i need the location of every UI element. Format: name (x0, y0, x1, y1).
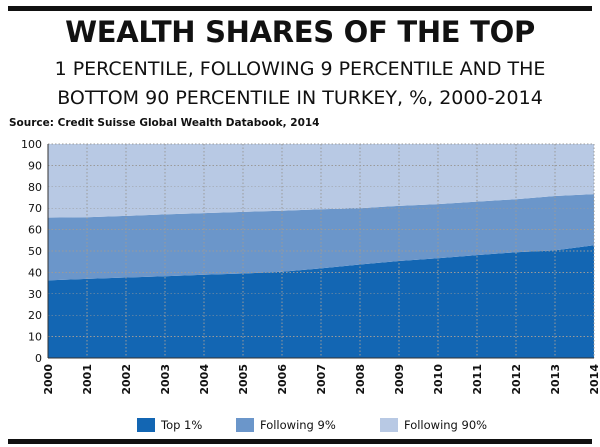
x-tick-label-2003: 2003 (159, 364, 172, 395)
chart-subtitle-line-2: BOTTOM 90 PERCENTILE IN TURKEY, %, 2000-… (57, 87, 543, 109)
x-tick-label-2007: 2007 (315, 364, 328, 395)
chart-source: Source: Credit Suisse Global Wealth Data… (9, 117, 320, 129)
y-tick-label-60: 60 (28, 224, 42, 237)
chart-subtitle-line-1: 1 PERCENTILE, FOLLOWING 9 PERCENTILE AND… (54, 58, 546, 80)
top-rule (8, 6, 592, 11)
chart-legend: Top 1% Following 9% Following 90% (0, 418, 600, 438)
x-tick-label-2012: 2012 (510, 364, 523, 395)
y-tick-label-30: 30 (28, 288, 42, 301)
y-tick-label-90: 90 (28, 159, 42, 172)
legend-label-top-1: Top 1% (161, 418, 203, 432)
legend-swatch-following-9 (236, 418, 254, 432)
x-tick-label-2008: 2008 (354, 364, 367, 395)
x-tick-label-2002: 2002 (120, 364, 133, 395)
x-tick-label-2014: 2014 (588, 364, 600, 395)
legend-swatch-top-1 (137, 418, 155, 432)
legend-swatch-following-90 (380, 418, 398, 432)
x-tick-label-2001: 2001 (81, 364, 94, 395)
y-tick-label-20: 20 (28, 309, 42, 322)
y-tick-label-0: 0 (35, 352, 42, 365)
y-tick-label-70: 70 (28, 202, 42, 215)
area-following-9 (48, 194, 594, 281)
x-tick-label-2005: 2005 (237, 364, 250, 395)
x-tick-label-2004: 2004 (198, 364, 211, 395)
y-tick-label-10: 10 (28, 331, 42, 344)
bottom-rule (8, 439, 592, 444)
y-tick-label-40: 40 (28, 266, 42, 279)
x-tick-label-2011: 2011 (471, 364, 484, 395)
legend-item-top-1: Top 1% (137, 418, 202, 432)
legend-label-following-9: Following 9% (260, 418, 336, 432)
x-tick-label-2000: 2000 (42, 364, 55, 395)
x-tick-label-2009: 2009 (393, 364, 406, 395)
y-tick-label-100: 100 (21, 138, 42, 151)
area-following-90 (48, 144, 594, 218)
x-tick-label-2006: 2006 (276, 364, 289, 395)
x-tick-label-2010: 2010 (432, 364, 445, 395)
legend-item-following-9: Following 9% (236, 418, 336, 432)
chart-title: WEALTH SHARES OF THE TOP (65, 15, 535, 49)
x-tick-label-2013: 2013 (549, 364, 562, 395)
legend-item-following-90: Following 90% (380, 418, 487, 432)
y-tick-label-80: 80 (28, 181, 42, 194)
y-tick-label-50: 50 (28, 245, 42, 258)
legend-label-following-90: Following 90% (404, 418, 488, 432)
